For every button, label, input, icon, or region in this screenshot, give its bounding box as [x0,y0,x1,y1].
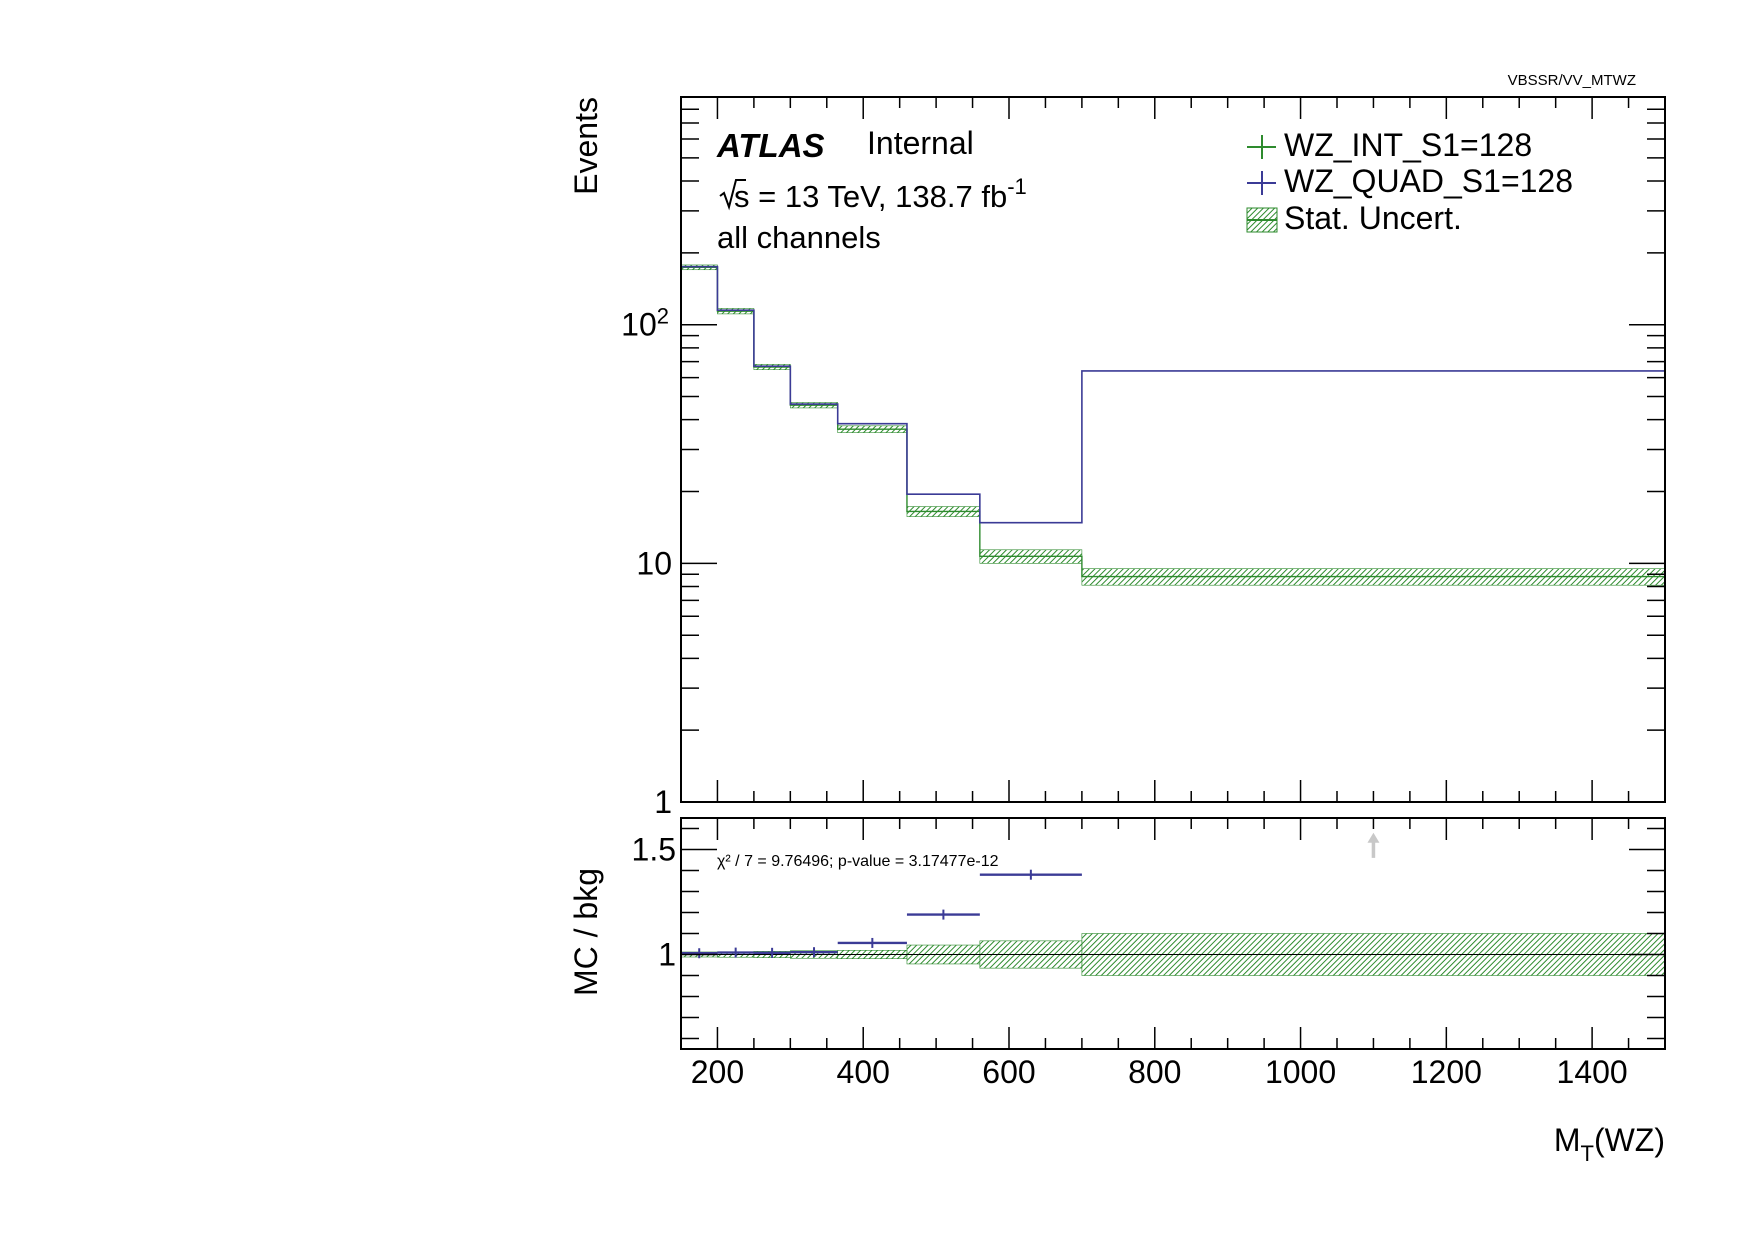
x-tick-label: 600 [982,1054,1035,1090]
channel-label: all channels [717,220,881,255]
svg-text:s = 13 TeV, 138.7 fb-1: s = 13 TeV, 138.7 fb-1 [734,174,1027,214]
ratio-y-tick-label: 1.5 [632,832,676,868]
main-y-tick-label: 10 [636,545,672,581]
x-axis-label-main: M [1554,1122,1581,1158]
x-tick-label: 200 [691,1054,744,1090]
x-tick-labels: 200 400 600 800 1000 1200 1400 [691,1054,1628,1090]
x-axis-label-sub: T [1580,1141,1593,1166]
ratio-ticks [681,818,1666,1049]
ratio-y-axis-label: MC / bkg [568,868,604,996]
offscale-arrow-head-0 [1367,832,1380,843]
series-line-quad [681,265,1665,524]
energy-label: s = 13 TeV, 138.7 fb-1 [719,174,1027,214]
ratio-y-tick-label: 1 [658,937,676,973]
x-tick-label: 1000 [1265,1054,1336,1090]
x-tick-label: 800 [1128,1054,1181,1090]
ratio-y-tick-labels: 11.5 [632,832,676,973]
main-y-tick-label: 1 [654,784,672,820]
status-label: Internal [867,125,974,161]
chi2-label: χ² / 7 = 9.76496; p-value = 3.17477e-12 [717,853,999,870]
main-y-tick-label-base: 10 [621,307,657,343]
legend-quad-label: WZ_QUAD_S1=128 [1284,163,1573,199]
energy-value: = 13 TeV, 138.7 fb [750,179,1008,214]
main-y-axis-label: Events [568,97,604,195]
energy-s: s [734,179,750,214]
x-tick-label: 1400 [1557,1054,1628,1090]
series-line-int [681,266,1665,578]
main-histograms [681,265,1665,578]
main-stat-band-group [680,264,1666,586]
atlas-label: ATLAS [716,127,825,164]
sqrt-symbol [719,179,746,211]
x-tick-label: 400 [837,1054,890,1090]
x-axis-label: MT(WZ) [1554,1122,1665,1166]
main-y-tick-label: 102 [621,304,669,343]
legend: WZ_INT_S1=128 WZ_QUAD_S1=128 Stat. Uncer… [1246,127,1573,236]
legend-stat-label: Stat. Uncert. [1284,200,1462,236]
legend-item-stat: Stat. Uncert. [1246,200,1462,236]
legend-item-int: WZ_INT_S1=128 [1247,127,1532,163]
energy-unit-exponent: -1 [1007,174,1027,199]
main-ticks [681,96,1666,803]
ratio-panel: 11.5 200 400 600 800 1000 1200 1400 [632,817,1666,1090]
ratio-points [681,832,1380,959]
path-label: VBSSR/VV_MTWZ [1508,72,1636,89]
legend-int-label: WZ_INT_S1=128 [1284,127,1532,163]
x-tick-label: 1200 [1411,1054,1482,1090]
main-y-tick-label-exponent: 2 [657,304,669,329]
legend-item-quad: WZ_QUAD_S1=128 [1247,163,1573,199]
x-axis-label-rest: (WZ) [1594,1122,1665,1158]
